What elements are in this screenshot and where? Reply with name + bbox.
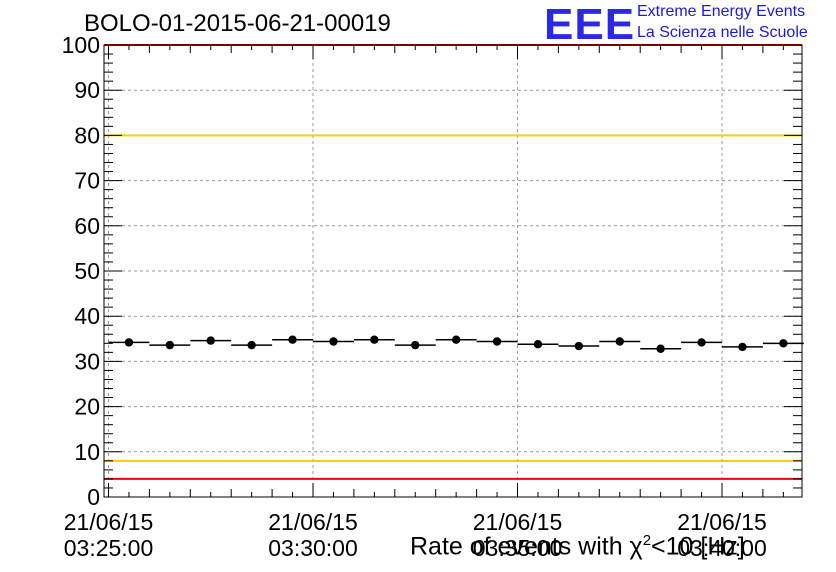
data-point: [247, 340, 256, 350]
y-tick-label: 80: [74, 122, 100, 148]
y-tick-label: 90: [74, 77, 100, 103]
data-point: [656, 344, 665, 353]
y-tick-label: 20: [74, 394, 100, 420]
x-tick-label-time: 03:35:00: [473, 535, 563, 561]
y-tick-label: 10: [74, 439, 100, 465]
logo-text-line2: La Scienza nelle Scuole: [637, 24, 808, 41]
x-axis-label: Rate of events with χ2<10 [Hz]: [410, 532, 745, 561]
x-tick-label-date: 21/06/15: [473, 509, 563, 535]
data-point: [370, 335, 379, 344]
data-point: [329, 337, 338, 346]
logo-text-line1: Extreme Energy Events: [637, 3, 806, 20]
y-tick-label: 60: [74, 213, 100, 239]
data-point: [124, 338, 134, 347]
chart-title: BOLO-01-2015-06-21-00019: [84, 10, 391, 37]
x-tick-label-date: 21/06/15: [677, 509, 767, 535]
data-point: [492, 337, 502, 346]
data-point: [779, 339, 788, 348]
data-point: [738, 342, 747, 352]
x-axis-label-sup: 2: [642, 532, 652, 549]
x-tick-label-date: 21/06/15: [64, 509, 154, 535]
x-tick-label-time: 03:40:00: [677, 535, 767, 561]
x-tick-label-date: 21/06/15: [268, 509, 358, 535]
x-tick-label-time: 03:30:00: [268, 535, 358, 561]
y-tick-label: 50: [74, 258, 100, 284]
data-point: [451, 335, 461, 344]
data-point: [411, 340, 420, 350]
data-point: [574, 341, 584, 351]
y-tick-label: 70: [74, 168, 100, 194]
data-point: [533, 340, 543, 349]
eee-logo: EEE: [544, 0, 636, 49]
y-tick-label: 0: [87, 484, 100, 510]
y-tick-label: 100: [62, 32, 100, 58]
data-point: [288, 335, 297, 344]
x-tick-label-time: 03:25:00: [64, 535, 154, 561]
y-tick-label: 40: [74, 303, 100, 329]
y-tick-label: 30: [74, 348, 100, 374]
data-point: [206, 336, 215, 345]
data-point: [615, 337, 624, 346]
data-point: [697, 338, 706, 347]
data-point: [165, 340, 175, 350]
x-axis-label-prefix: Rate of events with χ: [410, 532, 643, 561]
x-axis-label-suffix: <10 [Hz]: [651, 532, 745, 561]
